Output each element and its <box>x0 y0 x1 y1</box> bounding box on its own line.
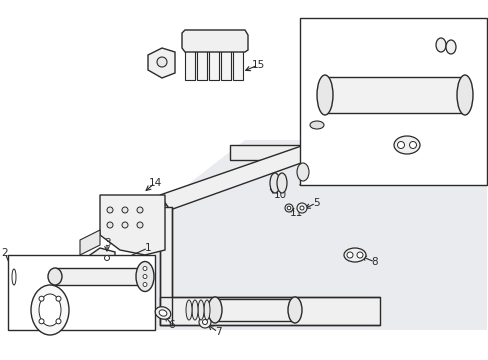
Text: 14: 14 <box>148 178 162 188</box>
Ellipse shape <box>456 75 472 115</box>
Circle shape <box>137 207 142 213</box>
Ellipse shape <box>9 263 19 291</box>
Ellipse shape <box>445 40 455 54</box>
Text: 5: 5 <box>312 198 319 208</box>
Circle shape <box>39 296 44 301</box>
Polygon shape <box>215 299 294 321</box>
Circle shape <box>104 256 109 261</box>
Text: 1: 1 <box>144 243 151 253</box>
Polygon shape <box>232 30 243 80</box>
Circle shape <box>122 207 128 213</box>
Circle shape <box>56 296 61 301</box>
Ellipse shape <box>269 173 280 193</box>
Polygon shape <box>55 268 145 285</box>
Polygon shape <box>80 230 100 255</box>
Ellipse shape <box>203 300 209 320</box>
Ellipse shape <box>198 300 203 320</box>
Polygon shape <box>160 143 314 210</box>
Circle shape <box>199 316 210 328</box>
Polygon shape <box>229 145 314 160</box>
Ellipse shape <box>155 307 170 319</box>
Text: 11: 11 <box>289 208 302 218</box>
Ellipse shape <box>48 268 62 285</box>
Circle shape <box>408 141 416 148</box>
Ellipse shape <box>309 121 324 129</box>
Ellipse shape <box>287 297 302 323</box>
Circle shape <box>397 141 404 148</box>
Circle shape <box>142 266 147 270</box>
Circle shape <box>356 252 362 258</box>
Circle shape <box>56 319 61 324</box>
Circle shape <box>137 222 142 228</box>
Circle shape <box>101 252 113 264</box>
Bar <box>299 18 486 185</box>
Circle shape <box>142 283 147 287</box>
Text: 13: 13 <box>447 28 461 38</box>
Ellipse shape <box>136 261 154 292</box>
Circle shape <box>202 320 207 324</box>
Polygon shape <box>155 148 314 205</box>
Polygon shape <box>148 48 175 78</box>
Polygon shape <box>160 297 379 325</box>
Polygon shape <box>197 30 206 80</box>
Ellipse shape <box>393 136 419 154</box>
Ellipse shape <box>12 269 16 285</box>
Ellipse shape <box>192 300 198 320</box>
Bar <box>8 255 155 330</box>
Circle shape <box>285 204 292 212</box>
Circle shape <box>39 319 44 324</box>
Ellipse shape <box>39 294 61 326</box>
Ellipse shape <box>207 297 222 323</box>
Ellipse shape <box>276 173 286 193</box>
Ellipse shape <box>296 163 308 181</box>
Text: 8: 8 <box>371 257 378 267</box>
Ellipse shape <box>435 38 445 52</box>
Polygon shape <box>208 30 219 80</box>
Circle shape <box>142 274 147 279</box>
Ellipse shape <box>159 310 166 316</box>
Text: 6: 6 <box>168 320 175 330</box>
Text: 7: 7 <box>214 327 221 337</box>
Ellipse shape <box>185 300 192 320</box>
Text: 2: 2 <box>1 248 8 258</box>
Ellipse shape <box>316 75 332 115</box>
Circle shape <box>157 57 167 67</box>
Polygon shape <box>155 140 486 330</box>
Circle shape <box>346 252 352 258</box>
Polygon shape <box>182 30 247 52</box>
Polygon shape <box>184 30 195 80</box>
Circle shape <box>296 203 306 213</box>
Circle shape <box>107 222 113 228</box>
Polygon shape <box>160 207 172 325</box>
Circle shape <box>286 206 290 210</box>
Circle shape <box>107 207 113 213</box>
Text: 10: 10 <box>273 190 286 200</box>
Text: 9: 9 <box>384 178 390 188</box>
Polygon shape <box>100 195 164 255</box>
Text: 4: 4 <box>86 308 93 318</box>
Circle shape <box>299 206 304 210</box>
Text: 12: 12 <box>407 143 421 153</box>
Circle shape <box>122 222 128 228</box>
Text: 15: 15 <box>251 60 264 70</box>
Polygon shape <box>325 77 464 113</box>
Polygon shape <box>221 30 230 80</box>
Text: 3: 3 <box>103 238 110 248</box>
Polygon shape <box>75 248 115 280</box>
Ellipse shape <box>343 248 365 262</box>
Ellipse shape <box>31 285 69 335</box>
